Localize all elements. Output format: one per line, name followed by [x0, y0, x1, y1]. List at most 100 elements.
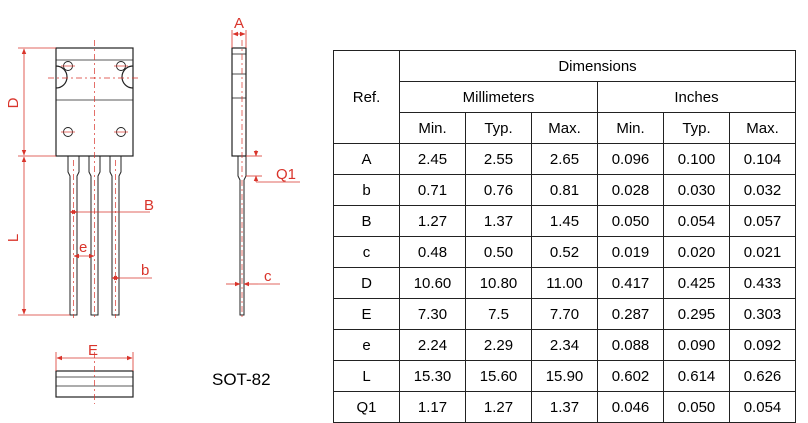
label-e: e: [79, 239, 87, 256]
value-cell: 2.45: [399, 143, 466, 175]
value-cell: 0.050: [597, 205, 664, 237]
column-header: Min.: [399, 112, 466, 144]
value-cell: 7.5: [465, 298, 532, 330]
label-E: E: [88, 342, 98, 359]
value-cell: 0.021: [729, 236, 796, 268]
ref-header: Ref.: [333, 50, 400, 144]
value-cell: 1.45: [531, 205, 598, 237]
package-name-label: SOT-82: [212, 370, 271, 389]
dim-A: [231, 30, 247, 48]
value-cell: 1.27: [465, 391, 532, 423]
label-D: D: [5, 97, 22, 108]
ref-cell: D: [333, 267, 400, 299]
table-row: e 2.24 2.29 2.34 0.088 0.090 0.092: [333, 329, 796, 361]
label-b: b: [141, 262, 149, 279]
value-cell: 0.52: [531, 236, 598, 268]
value-cell: 0.602: [597, 360, 664, 392]
value-cell: 0.020: [663, 236, 730, 268]
dim-E: [55, 352, 134, 371]
value-cell: 0.092: [729, 329, 796, 361]
table-row: D 10.60 10.80 11.00 0.417 0.425 0.433: [333, 267, 796, 299]
mounting-holes: [61, 61, 128, 137]
value-cell: 10.60: [399, 267, 466, 299]
value-cell: 0.417: [597, 267, 664, 299]
value-cell: 0.096: [597, 143, 664, 175]
ref-cell: c: [333, 236, 400, 268]
dim-Q1: [246, 150, 300, 183]
value-cell: 2.55: [465, 143, 532, 175]
value-cell: 0.090: [663, 329, 730, 361]
value-cell: 0.425: [663, 267, 730, 299]
value-cell: 0.050: [663, 391, 730, 423]
value-cell: 0.032: [729, 174, 796, 206]
value-cell: 0.81: [531, 174, 598, 206]
ref-cell: B: [333, 205, 400, 237]
value-cell: 0.287: [597, 298, 664, 330]
value-cell: 7.70: [531, 298, 598, 330]
value-cell: 0.030: [663, 174, 730, 206]
value-cell: 1.37: [531, 391, 598, 423]
ref-cell: A: [333, 143, 400, 175]
ref-cell: e: [333, 329, 400, 361]
table-row: b 0.71 0.76 0.81 0.028 0.030 0.032: [333, 174, 796, 206]
label-c: c: [264, 268, 272, 285]
table-row: L 15.30 15.60 15.90 0.602 0.614 0.626: [333, 360, 796, 392]
column-header: Max.: [729, 112, 796, 144]
value-cell: 2.29: [465, 329, 532, 361]
ref-cell: Q1: [333, 391, 400, 423]
value-cell: 0.104: [729, 143, 796, 175]
column-header: Typ.: [663, 112, 730, 144]
ref-cell: L: [333, 360, 400, 392]
column-header: Min.: [597, 112, 664, 144]
dim-L: [18, 156, 70, 316]
value-cell: 15.30: [399, 360, 466, 392]
table-row: A 2.45 2.55 2.65 0.096 0.100 0.104: [333, 143, 796, 175]
column-header: Max.: [531, 112, 598, 144]
value-cell: 0.088: [597, 329, 664, 361]
table-row: Q1 1.17 1.27 1.37 0.046 0.050 0.054: [333, 391, 796, 423]
millimeters-header: Millimeters: [399, 81, 598, 113]
value-cell: 0.71: [399, 174, 466, 206]
table-row: B 1.27 1.37 1.45 0.050 0.054 0.057: [333, 205, 796, 237]
value-cell: 10.80: [465, 267, 532, 299]
value-cell: 2.24: [399, 329, 466, 361]
value-cell: 1.27: [399, 205, 466, 237]
label-A: A: [234, 15, 244, 32]
value-cell: 0.100: [663, 143, 730, 175]
value-cell: 0.295: [663, 298, 730, 330]
leads: [67, 156, 122, 316]
table-row: c 0.48 0.50 0.52 0.019 0.020 0.021: [333, 236, 796, 268]
inches-header: Inches: [597, 81, 796, 113]
dimensions-table: Ref. Dimensions Millimeters Inches Min. …: [333, 50, 796, 423]
label-B: B: [144, 197, 154, 214]
value-cell: 2.65: [531, 143, 598, 175]
dim-D: [18, 47, 56, 157]
value-cell: 0.046: [597, 391, 664, 423]
value-cell: 15.60: [465, 360, 532, 392]
value-cell: 0.057: [729, 205, 796, 237]
value-cell: 0.433: [729, 267, 796, 299]
value-cell: 1.37: [465, 205, 532, 237]
side-view: [231, 47, 247, 316]
ref-cell: E: [333, 298, 400, 330]
value-cell: 0.054: [729, 391, 796, 423]
value-cell: 0.626: [729, 360, 796, 392]
value-cell: 7.30: [399, 298, 466, 330]
value-cell: 11.00: [531, 267, 598, 299]
dimensions-header: Dimensions: [399, 50, 796, 82]
value-cell: 0.019: [597, 236, 664, 268]
table-row: E 7.30 7.5 7.70 0.287 0.295 0.303: [333, 298, 796, 330]
value-cell: 0.48: [399, 236, 466, 268]
value-cell: 2.34: [531, 329, 598, 361]
value-cell: 0.028: [597, 174, 664, 206]
label-Q1: Q1: [276, 166, 296, 183]
ref-cell: b: [333, 174, 400, 206]
value-cell: 0.50: [465, 236, 532, 268]
value-cell: 0.054: [663, 205, 730, 237]
value-cell: 0.303: [729, 298, 796, 330]
value-cell: 0.614: [663, 360, 730, 392]
label-L: L: [5, 234, 22, 242]
column-header: Typ.: [465, 112, 532, 144]
value-cell: 15.90: [531, 360, 598, 392]
